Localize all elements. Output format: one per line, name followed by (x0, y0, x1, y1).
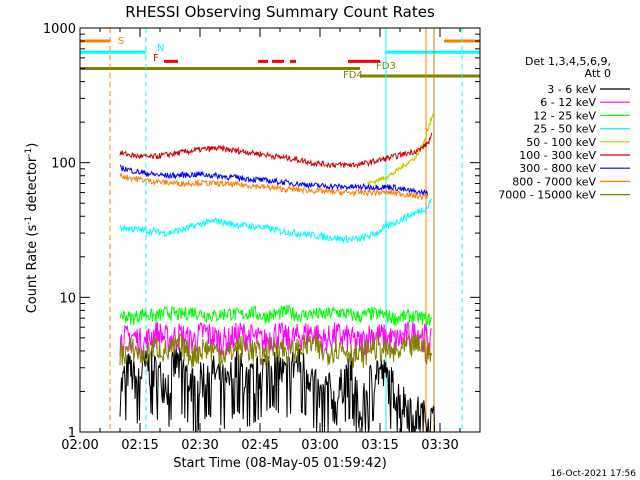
flag-label-n: N (157, 43, 164, 54)
legend-header-0: Det 1,3,4,5,6,9, (525, 55, 611, 68)
series-line-2 (119, 304, 433, 328)
x-tick-label-2: 02:30 (181, 438, 218, 453)
legend-label-3: 25 - 50 keV (533, 123, 596, 136)
y-label-sup2: -1 (24, 148, 34, 157)
x-tick-label-5: 03:15 (361, 438, 398, 453)
flag-label-fd4: FD4 (343, 70, 363, 81)
y-tick-label-3: 1000 (43, 22, 76, 37)
y-label-end: ) (25, 143, 40, 148)
x-tick-label-1: 02:15 (121, 438, 158, 453)
x-tick-label-4: 03:00 (301, 438, 338, 453)
legend-label-6: 300 - 800 keV (519, 162, 596, 175)
chart-title: RHESSI Observing Summary Count Rates (125, 3, 435, 21)
legend-label-5: 100 - 300 keV (519, 149, 596, 162)
legend-label-2: 12 - 25 keV (533, 109, 596, 122)
legend-label-0: 3 - 6 keV (547, 83, 596, 96)
series-line-1 (119, 320, 433, 358)
flag-label-f: F (153, 53, 159, 64)
x-axis-label: Start Time (08-May-05 01:59:42) (173, 456, 387, 471)
series-line-3 (119, 198, 433, 244)
legend-label-1: 6 - 12 keV (540, 96, 596, 109)
y-tick-label-1: 10 (59, 291, 76, 306)
series-line-6 (120, 164, 428, 197)
series-line-5 (119, 132, 433, 170)
y-label-main: Count Rate (s (25, 225, 40, 314)
series-line-8 (119, 332, 433, 369)
legend-label-4: 50 - 100 keV (526, 136, 596, 149)
x-tick-label-6: 03:30 (421, 438, 458, 453)
series-lines (119, 111, 436, 433)
legend-label-7: 800 - 7000 keV (512, 175, 596, 188)
y-axis-label: Count Rate (s-1 detector-1) (24, 143, 40, 314)
y-tick-label-0: 1 (68, 426, 76, 441)
legend-header-1: Att 0 (585, 67, 611, 80)
x-tick-label-0: 02:00 (61, 438, 98, 453)
footer-timestamp: 16-Oct-2021 17:56 (551, 469, 637, 479)
legend-label-8: 7000 - 15000 keV (498, 189, 596, 202)
x-tick-label-3: 02:45 (241, 438, 278, 453)
series-line-7 (119, 172, 428, 201)
flag-label-s: S (118, 36, 124, 47)
y-tick-label-2: 100 (51, 157, 76, 172)
y-label-mid: detector (25, 156, 40, 216)
series-line-0 (119, 346, 436, 433)
y-label-sup1: -1 (24, 216, 34, 225)
axes: 02:00 02:15 02:30 02:45 03:00 03:15 03:30 1 10 10… (43, 22, 481, 453)
